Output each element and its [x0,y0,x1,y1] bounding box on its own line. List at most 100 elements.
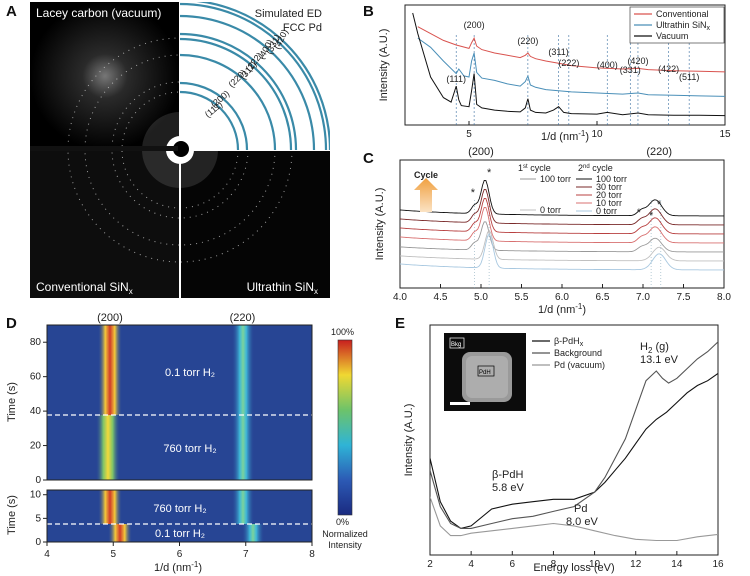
annotation: 0.1 torr H₂ [165,367,215,379]
heatmap-band-220 [232,325,254,480]
annotation-pd: Pd [574,503,587,515]
legend-item: Pd (vacuum) [554,360,605,370]
peak-label: (331) [620,65,641,75]
peak-label: (511) [679,72,699,82]
trace-line [400,198,724,235]
colorbar-label: Normalized [322,529,368,539]
asterisk: * [637,207,642,219]
x-tick-label: 5.0 [474,292,488,303]
legend-header: 1st cycle [518,163,551,173]
legend-item: Conventional [656,9,709,19]
series-line [417,26,725,73]
peak-labels-d: (200) (220) [97,312,255,324]
x-tick-label: 4.0 [393,292,407,303]
x-tick-label: 10 [591,129,603,140]
inset-image: Bkg PdH [444,333,526,411]
legend-item: 20 torr [596,190,622,200]
y-tick-label: 80 [30,337,42,348]
peak-labels-c: (200) (220) [468,146,672,158]
x-tick-label: 4.5 [434,292,448,303]
x-tick-label: 5 [110,549,116,560]
heatmap-band-220-late [242,524,264,542]
peak-markers-b [455,35,690,125]
y-label-d: Time (s) [6,382,18,422]
colorbar-label: Intensity [328,540,362,550]
y-tick-label: 10 [30,490,42,501]
cycle-label: Cycle [414,170,438,180]
peak-label: (200) [468,146,494,158]
annotation-h2: H2 (g) [640,341,669,355]
quadrant-label-fcc: FCC Pd [283,22,322,34]
peak-label: (111) [446,74,466,84]
y-tick-label: 0 [35,537,41,548]
panel-e: E 2 4 6 8 10 12 14 16 Bkg PdH β-PdHx Background… [395,315,724,574]
x-tick-label: 12 [630,559,642,570]
legend-b: Conventional Ultrathin SiNx Vacuum [629,6,725,44]
inset-label: Bkg [451,342,461,348]
peak-label: (220) [517,36,538,46]
series-line [430,372,718,529]
x-axis-ticks-c: 4.0 4.5 5.0 5.5 6.0 6.5 7.0 7.5 8.0 [393,200,731,303]
scale-bar [450,402,470,405]
y-tick-label: 40 [30,406,42,417]
x-tick-label: 14 [671,559,683,570]
quadrant-label-vacuum: Lacey carbon (vacuum) [36,6,161,20]
panel-d-label: D [6,315,17,332]
x-tick-label: 8.0 [717,292,731,303]
legend-item: Vacuum [656,31,688,41]
x-tick-label: 4 [44,549,50,560]
annotation-pdh: β-PdH [492,469,523,481]
plot-frame-b [404,4,726,126]
heatmap-band-200-low [98,325,122,415]
y-tick-label: 60 [30,372,42,383]
series-line [412,12,725,117]
trace-line [400,189,724,226]
legend-header: 2nd cycle [578,163,613,173]
legend-item: Background [554,348,602,358]
trace-line [400,207,724,244]
y-label-d-bottom: Time (s) [6,495,18,535]
y-label-c: Intensity (A.U.) [374,188,386,261]
x-label-d: 1/d (nm-1) [154,560,202,574]
bkg-box [449,337,465,349]
trace-line [400,229,724,262]
x-label-e: Energy loss (eV) [533,562,614,574]
x-tick-label: 10 [589,559,601,570]
inset-label: PdH [479,370,491,376]
x-tick-label: 6.0 [555,292,569,303]
x-tick-label: 6.5 [596,292,610,303]
series-line [417,37,725,97]
x-tick-label: 6 [510,559,516,570]
legend-c: 1st cycle 2nd cycle 100 torr 0 torr 100 … [518,163,627,216]
heatmap-bottom [47,490,312,542]
colorbar-max: 100% [331,327,354,337]
x-tick-label: 16 [712,559,724,570]
asterisk: * [487,167,492,179]
peak-label: (420) [627,56,648,66]
simulated-rings [179,2,330,151]
asterisk: * [471,187,476,199]
x-tick-label: 5 [466,129,472,140]
legend-item: β-PdHx [554,336,584,348]
x-tick-label: 7.5 [677,292,691,303]
panel-b: B 5 10 15 (111) (200) (220) (311)(222) (400) (3… [363,3,731,143]
x-axis-ticks-e: 2 4 6 8 10 12 14 16 [427,551,724,570]
series-c [400,180,724,271]
x-tick-label: 6 [177,549,183,560]
annotation-h2-energy: 13.1 eV [640,354,679,366]
annotation-pdh-energy: 5.8 eV [492,482,524,494]
peak-label: (200) [97,312,123,324]
y-tick-label: 5 [35,513,41,524]
panel-d: D (200) (220) 0.1 torr H₂ 760 torr H₂ 760… [6,312,368,574]
panel-b-label: B [363,3,374,20]
heatmap-band-200-high [96,415,120,480]
peak-labels-b: (111) (200) (220) (311)(222) (400) (331)(420)… [446,20,699,84]
x-axis-ticks-b: 5 10 15 [466,121,731,140]
annotation: 0.1 torr H₂ [155,528,205,540]
peak-label: (222) [558,58,579,68]
legend-item: 30 torr [596,182,622,192]
x-tick-label: 15 [719,129,731,140]
panel-c: C (200) (220) 4.0 4.5 5.0 5.5 6.0 6.5 7.0 7.5 8.0… [363,146,731,316]
